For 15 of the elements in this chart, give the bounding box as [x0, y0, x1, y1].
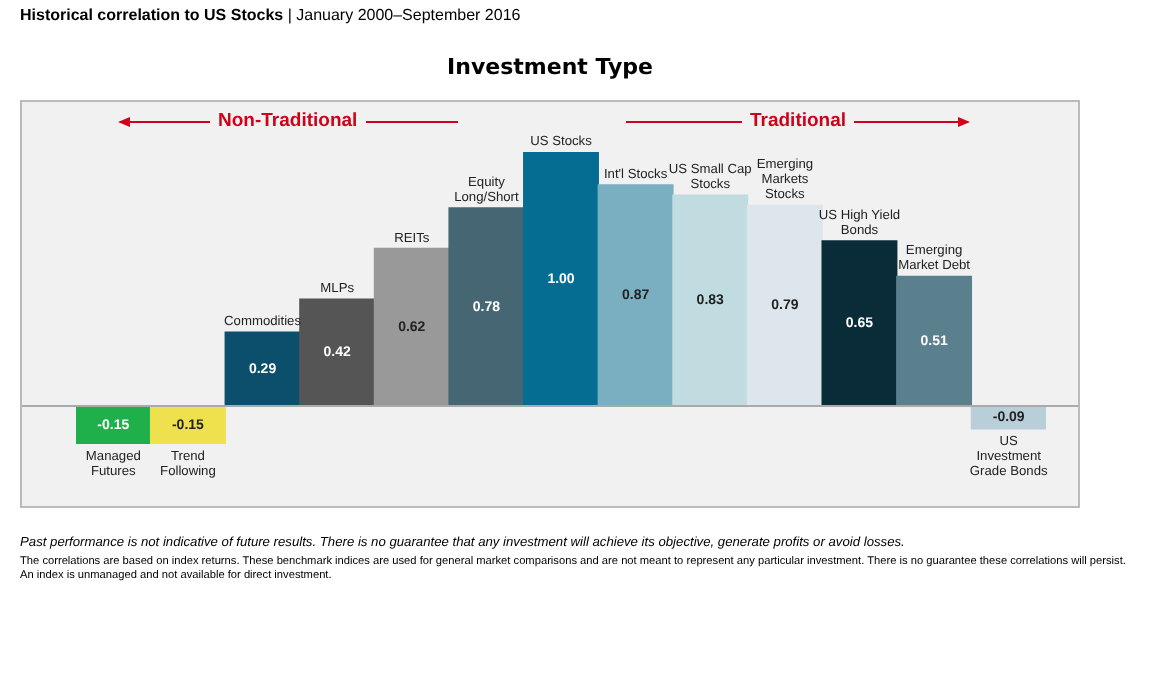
- x-axis-title: Investment Type: [445, 54, 655, 80]
- bar: [373, 247, 450, 407]
- chart-subtitle: | January 2000–September 2016: [287, 6, 521, 24]
- bar: [672, 194, 749, 407]
- bar: [821, 240, 898, 407]
- bar: [299, 298, 376, 407]
- bar: [597, 184, 674, 407]
- bar: [523, 152, 599, 407]
- text: Non-Traditional: [218, 110, 358, 132]
- bar: [896, 275, 973, 407]
- chart-title: Historical correlation to US Stocks: [20, 6, 284, 24]
- bar: [448, 207, 525, 407]
- bar: [746, 204, 823, 407]
- text: Traditional: [750, 110, 847, 132]
- bar: [224, 331, 301, 407]
